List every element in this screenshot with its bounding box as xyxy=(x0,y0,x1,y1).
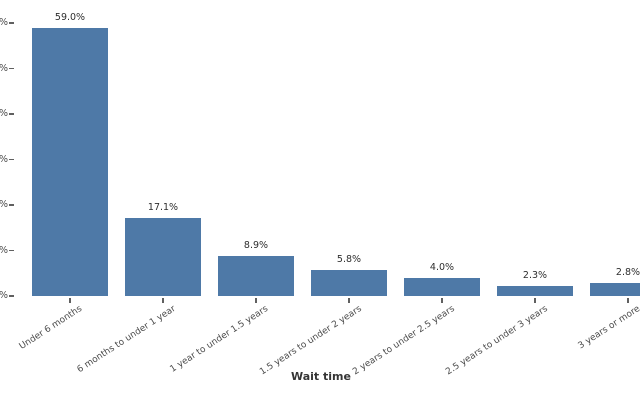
y-tick-label: % xyxy=(0,63,8,75)
bar-value-label: 4.0% xyxy=(429,261,455,273)
x-tick-mark xyxy=(69,297,71,303)
bar-value-label: 59.0% xyxy=(54,11,86,23)
x-tick-label: 1 year to under 1.5 years xyxy=(168,304,271,375)
bar xyxy=(404,277,480,296)
y-tick-label: % xyxy=(0,245,8,257)
bar xyxy=(32,27,108,296)
bar-value-label: 5.8% xyxy=(336,253,362,265)
bar xyxy=(497,285,573,296)
y-tick-mark xyxy=(9,204,14,206)
bar xyxy=(590,283,640,296)
x-tick-label: 1.5 years to under 2 years xyxy=(257,304,364,378)
x-tick-label: 2.5 years to under 3 years xyxy=(443,304,550,378)
bar-value-label: 2.3% xyxy=(522,269,548,281)
bar-value-label: 8.9% xyxy=(243,239,269,251)
y-tick-mark xyxy=(9,67,14,70)
y-tick-label: % xyxy=(0,108,8,120)
bar xyxy=(218,255,294,296)
bar xyxy=(311,269,387,296)
x-axis-title: Wait time xyxy=(291,370,351,383)
y-tick-mark xyxy=(9,22,14,24)
x-tick-label: 6 months to under 1 year xyxy=(75,304,178,376)
x-tick-label: Under 6 months xyxy=(18,304,85,352)
bar-value-label: 17.1% xyxy=(147,202,179,214)
x-tick-mark xyxy=(441,297,443,303)
y-tick-mark xyxy=(9,158,14,161)
y-tick-label: % xyxy=(0,17,8,29)
bar-value-label: 2.8% xyxy=(615,267,640,279)
y-tick-label: % xyxy=(0,199,8,211)
x-tick-label: 2 years to under 2.5 years xyxy=(350,304,457,378)
x-tick-mark xyxy=(162,297,164,303)
y-tick-mark xyxy=(9,113,14,115)
x-tick-mark xyxy=(348,297,350,303)
x-tick-mark xyxy=(627,297,629,303)
y-tick-mark xyxy=(9,295,14,297)
y-tick-label: % xyxy=(0,154,8,166)
x-tick-label: 3 years or more xyxy=(576,304,640,352)
y-tick-label: % xyxy=(0,290,8,302)
y-tick-mark xyxy=(9,249,14,252)
x-tick-mark xyxy=(255,297,257,303)
x-tick-mark xyxy=(534,297,536,303)
bar xyxy=(125,218,201,296)
